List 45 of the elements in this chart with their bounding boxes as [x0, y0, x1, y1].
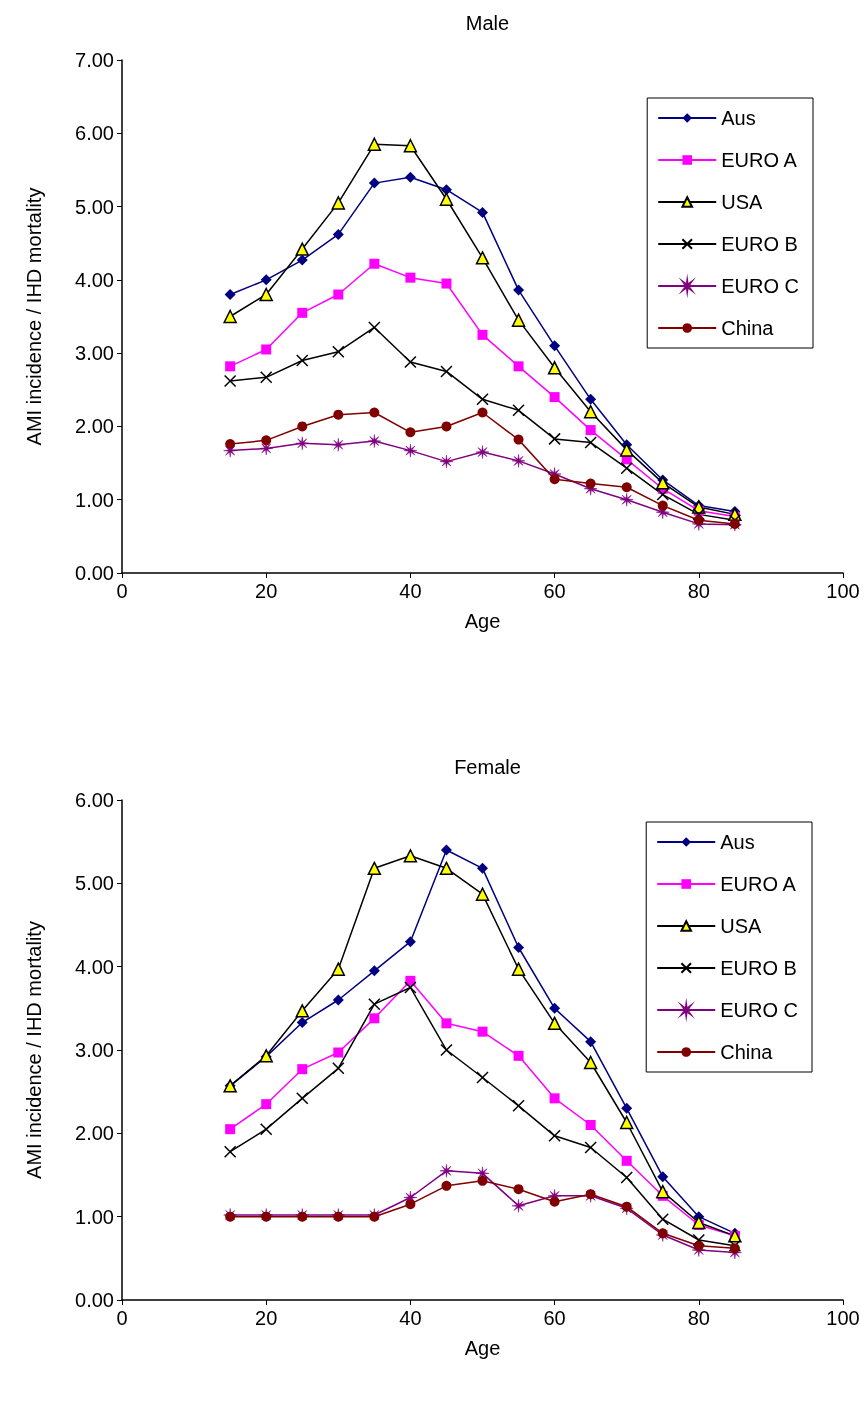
chart-title: Female [454, 756, 521, 778]
y-tick-label: 5.00 [75, 872, 114, 895]
x-axis-title: Age [464, 610, 501, 632]
legend-label: EURO C [721, 275, 800, 297]
x-tick-label: 80 [687, 580, 710, 602]
y-tick-label: 3.00 [75, 1039, 114, 1061]
x-tick-label: 60 [543, 1307, 566, 1329]
y-axis-title: AMI incidence / IHD mortality [23, 187, 45, 446]
legend-label: China [721, 317, 775, 339]
legend-label: EURO A [721, 149, 798, 171]
y-tick-label: 1.00 [75, 1205, 114, 1228]
x-tick-label: 60 [543, 580, 566, 602]
x-tick-label: 80 [687, 1307, 710, 1329]
legend-label: EURO B [720, 957, 797, 979]
y-tick-label: 0.00 [75, 1289, 114, 1311]
chart-title: Male [465, 12, 510, 34]
y-tick-label: 0.00 [75, 562, 114, 584]
y-tick-label: 2.00 [75, 415, 114, 438]
x-tick-label: 0 [116, 580, 128, 602]
legend-label: USA [720, 915, 762, 937]
x-tick-label: 40 [399, 580, 422, 602]
x-tick-label: 20 [255, 580, 278, 602]
legend-label: EURO A [720, 873, 797, 895]
y-tick-label: 4.00 [75, 955, 114, 978]
y-tick-label: 2.00 [75, 1122, 114, 1145]
legend-label: China [720, 1041, 774, 1063]
y-tick-label: 7.00 [75, 49, 114, 71]
y-tick-label: 5.00 [75, 195, 114, 218]
y-tick-label: 6.00 [75, 122, 114, 145]
x-tick-label: 40 [399, 1307, 422, 1329]
x-tick-label: 100 [826, 1307, 860, 1329]
legend-label: EURO B [721, 233, 798, 255]
x-tick-label: 20 [255, 1307, 278, 1329]
legend-label: Aus [720, 831, 755, 853]
legend-label: USA [721, 191, 763, 213]
y-tick-label: 1.00 [75, 488, 114, 511]
legend-label: EURO C [720, 999, 799, 1021]
y-tick-label: 4.00 [75, 268, 114, 291]
y-tick-label: 6.00 [75, 789, 114, 811]
x-tick-label: 0 [116, 1307, 128, 1329]
x-tick-label: 100 [826, 580, 860, 602]
legend-label: Aus [721, 107, 756, 129]
x-axis-title: Age [464, 1337, 501, 1359]
y-axis-title: AMI incidence / IHD mortality [23, 921, 45, 1179]
y-tick-label: 3.00 [75, 342, 114, 365]
